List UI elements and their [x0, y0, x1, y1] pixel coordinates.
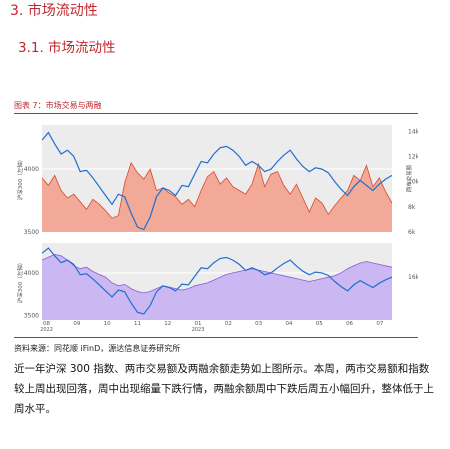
turnover-panel: 4000 3500 14k 12k 10k 8k 6k 沪深300（左轴） 两市交易额 [16, 125, 418, 236]
x-year-label: 2023 [192, 327, 205, 333]
y2-tick-label: 8k [408, 204, 416, 211]
figure-caption: 图表 7：市场交易与两融 [14, 101, 102, 110]
figure-source: 资料来源：同花顺 iFinD，源达信息证券研究所 [14, 344, 181, 353]
subsection-title: 3.1. 市场流动性 [18, 40, 116, 56]
x-tick-label: 06 [346, 321, 353, 327]
y-ticks-top: 4000 3500 [24, 166, 39, 236]
y-axis-label-bottom: 沪深300（左轴） [16, 260, 24, 304]
y-tick-label: 4000 [24, 270, 39, 277]
y2-tick-label: 12k [408, 153, 418, 160]
section-title: 3. 市场流动性 [10, 3, 98, 19]
x-year-label: 2022 [40, 327, 53, 333]
y2-ticks-bottom: 16k [408, 274, 418, 281]
x-tick-label: 03 [255, 321, 262, 327]
index-line-top [41, 131, 393, 231]
caption-rule [14, 113, 418, 114]
y-tick-label: 3500 [24, 229, 39, 236]
y2-ticks-top: 14k 12k 10k 8k 6k [408, 128, 418, 236]
y-tick-label: 3500 [24, 313, 39, 320]
turnover-line [41, 161, 393, 219]
market-chart: 4000 3500 14k 12k 10k 8k 6k 沪深300（左轴） 两市交易额 4… [16, 125, 418, 333]
x-tick-label: 05 [316, 321, 323, 327]
x-tick-label: 10 [104, 321, 111, 327]
x-tick-label: 08 [43, 321, 50, 327]
x-tick-label: 02 [225, 321, 232, 327]
x-tick-label: 04 [285, 321, 292, 327]
y2-tick-label: 14k [408, 128, 418, 135]
index-line-bottom [41, 247, 393, 315]
source-rule [14, 337, 418, 338]
x-tick-label: 07 [376, 321, 383, 327]
y2-tick-label: 10k [408, 179, 418, 186]
y2-tick-label: 6k [408, 229, 416, 236]
margin-area [42, 254, 392, 320]
x-tick-label: 01 [195, 321, 202, 327]
x-tick-label: 11 [134, 321, 141, 327]
margin-line [41, 253, 393, 294]
y2-axis-label-top: 两市交易额 [405, 164, 413, 192]
turnover-area [42, 162, 392, 232]
y-tick-label: 4000 [24, 166, 39, 173]
body-paragraph: 近一年沪深 300 指数、两市交易额及两融余额走势如上图所示。本周，两市交易额和… [14, 363, 434, 415]
x-tick-label: 12 [164, 321, 171, 327]
y2-tick-label: 16k [408, 274, 418, 281]
margin-panel: 4000 3500 16k 沪深300（左轴） [16, 243, 418, 320]
x-tick-label: 09 [73, 321, 80, 327]
y-ticks-bottom: 4000 3500 [24, 270, 39, 320]
y-axis-label-top: 沪深300（左轴） [16, 157, 24, 201]
